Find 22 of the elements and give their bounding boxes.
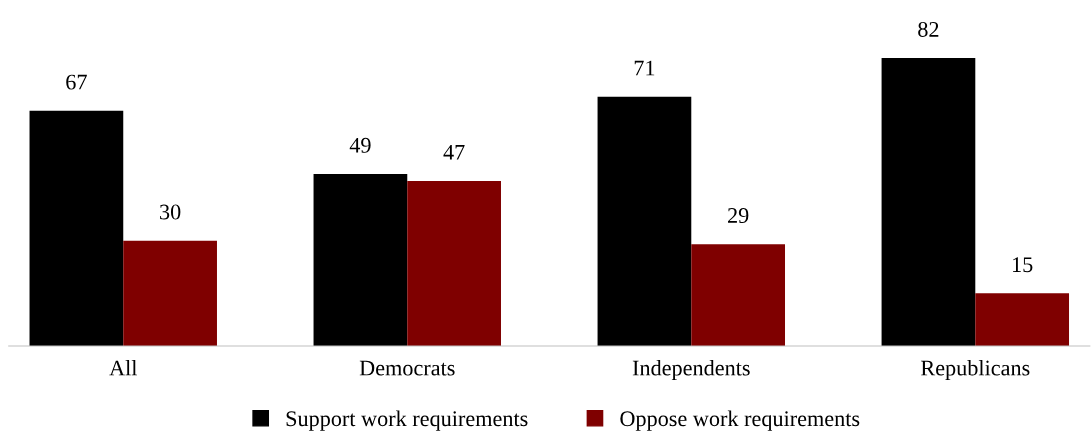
data-label: 15	[1013, 257, 1033, 273]
bar	[313, 173, 408, 347]
bar	[881, 58, 976, 347]
bar	[691, 244, 786, 347]
x-tick-label: All	[109, 359, 137, 376]
legend-label: Oppose work requirements	[620, 410, 860, 431]
data-label: 49	[349, 137, 371, 153]
bar	[597, 96, 692, 347]
data-label: 82	[918, 21, 939, 37]
data-label: 67	[66, 74, 87, 90]
bar	[29, 110, 124, 347]
data-label: 71	[634, 60, 655, 76]
x-tick-label: Republicans	[921, 359, 1030, 381]
bar	[407, 180, 501, 347]
data-label: 47	[443, 144, 465, 160]
x-tick-label: Democrats	[359, 360, 455, 376]
bar	[123, 240, 217, 347]
data-label: 30	[160, 204, 181, 220]
bar	[975, 293, 1070, 347]
x-tick-label: Independents	[632, 359, 750, 381]
data-label: 29	[728, 208, 749, 224]
legend-label: Support work requirements	[286, 410, 528, 431]
